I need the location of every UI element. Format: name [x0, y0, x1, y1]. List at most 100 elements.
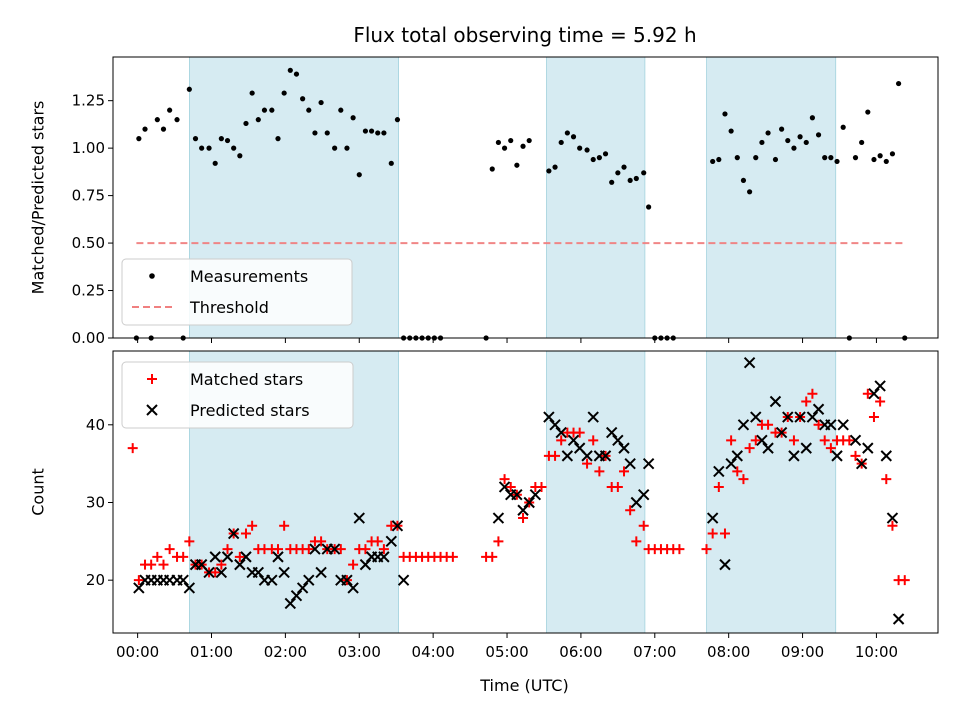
- predicted-star-point: [266, 574, 278, 586]
- legend-label: Measurements: [190, 267, 308, 286]
- matched-star-point: [247, 520, 258, 531]
- measurement-point: [199, 145, 205, 151]
- predicted-star-point: [788, 450, 800, 462]
- predicted-star-point: [385, 535, 397, 548]
- measurement-point: [275, 136, 281, 142]
- predicted-star-point: [397, 574, 410, 586]
- measurement-point: [895, 80, 902, 87]
- matched-star-point: [813, 419, 824, 430]
- matched-star-point: [844, 435, 855, 446]
- matched-star-point: [738, 474, 749, 485]
- measurement-point: [192, 136, 199, 142]
- legend-label: Predicted stars: [190, 401, 310, 420]
- bottom-count-points: [127, 356, 910, 625]
- predicted-star-point: [800, 442, 812, 454]
- legend-swatch-measurements: [149, 273, 155, 279]
- predicted-star-point: [498, 481, 511, 493]
- measurement-point: [218, 136, 224, 142]
- measurement-point: [728, 128, 734, 134]
- legend-box: [121, 361, 354, 429]
- matched-star-point: [487, 551, 498, 562]
- predicted-star-point: [328, 543, 341, 555]
- measurement-point: [394, 117, 401, 123]
- matched-star-point: [279, 520, 290, 531]
- top-measurement-points: [133, 67, 908, 341]
- matched-star-point: [887, 520, 898, 531]
- predicted-star-point: [599, 450, 612, 462]
- predicted-star-point: [624, 457, 636, 470]
- bottom-y-ticks: 20 30 40: [86, 416, 113, 589]
- measurement-point: [646, 204, 652, 210]
- measurement-point: [338, 107, 344, 113]
- measurement-point: [564, 130, 570, 136]
- predicted-star-point: [284, 597, 297, 610]
- matched-star-point: [899, 575, 910, 586]
- y-tick-label: 40: [86, 416, 105, 434]
- measurement-point: [779, 126, 785, 132]
- matched-star-point: [612, 481, 623, 492]
- legend-swatch-matched: [147, 374, 157, 384]
- measurement-point: [840, 124, 846, 130]
- predicted-star-point: [296, 582, 309, 594]
- matched-star-point: [674, 544, 685, 555]
- x-tick-label: 09:00: [781, 643, 824, 661]
- predicted-star-point: [555, 426, 567, 439]
- matched-star-point: [378, 544, 389, 555]
- measurement-point: [558, 139, 564, 146]
- measurement-point: [785, 137, 791, 144]
- measurement-point: [237, 153, 243, 159]
- predicted-star-point: [874, 380, 886, 392]
- y-tick-label: 20: [86, 571, 105, 589]
- measurement-point: [293, 71, 300, 77]
- matched-star-point: [744, 443, 755, 454]
- measurement-point: [859, 139, 865, 146]
- measurement-point: [803, 139, 809, 146]
- matched-star-point: [164, 544, 175, 555]
- predicted-star-point: [252, 566, 265, 579]
- measurement-point: [324, 130, 330, 136]
- measurement-point: [495, 139, 502, 146]
- matched-star-point: [868, 412, 879, 423]
- measurement-point: [602, 151, 609, 157]
- measurement-point: [828, 155, 834, 161]
- predicted-star-point: [378, 551, 390, 563]
- matched-star-point: [127, 443, 138, 454]
- measurement-point: [641, 170, 647, 176]
- measurement-point: [508, 137, 514, 144]
- predicted-star-point: [725, 457, 737, 470]
- x-tick-label: 04:00: [412, 643, 455, 661]
- predicted-star-point: [612, 434, 624, 447]
- matched-star-point: [273, 544, 283, 555]
- measurement-point: [526, 137, 532, 144]
- predicted-star-point: [812, 403, 825, 415]
- measurement-point: [809, 115, 816, 121]
- predicted-star-point: [731, 450, 743, 462]
- top-y-ticks: 0.00 0.25 0.50 0.75 1.00 1.25: [72, 92, 113, 347]
- matched-star-point: [788, 435, 799, 446]
- matched-star-point: [819, 435, 830, 446]
- measurement-point: [243, 120, 249, 127]
- matched-star-point: [638, 520, 649, 531]
- predicted-star-point: [561, 450, 574, 462]
- measurement-point: [722, 111, 728, 117]
- measurement-point: [281, 90, 287, 96]
- measurement-point: [344, 145, 350, 151]
- matched-star-point: [146, 559, 157, 570]
- top-legend: Measurements Threshold: [121, 258, 353, 326]
- legend-label: Threshold: [189, 298, 269, 317]
- matched-star-point: [360, 544, 371, 555]
- matched-star-point: [222, 544, 233, 555]
- measurement-point: [740, 177, 747, 184]
- matched-star-point: [875, 396, 886, 407]
- predicted-star-point: [642, 457, 655, 470]
- measurement-point: [596, 155, 602, 161]
- x-tick-label: 06:00: [559, 643, 602, 661]
- predicted-star-point: [209, 551, 221, 563]
- y-tick-label: 1.25: [72, 92, 105, 110]
- measurement-point: [834, 158, 840, 165]
- shaded-interval-2: [546, 350, 646, 634]
- measurement-point: [186, 86, 192, 92]
- predicted-star-point: [886, 512, 899, 524]
- matched-star-point: [447, 551, 458, 562]
